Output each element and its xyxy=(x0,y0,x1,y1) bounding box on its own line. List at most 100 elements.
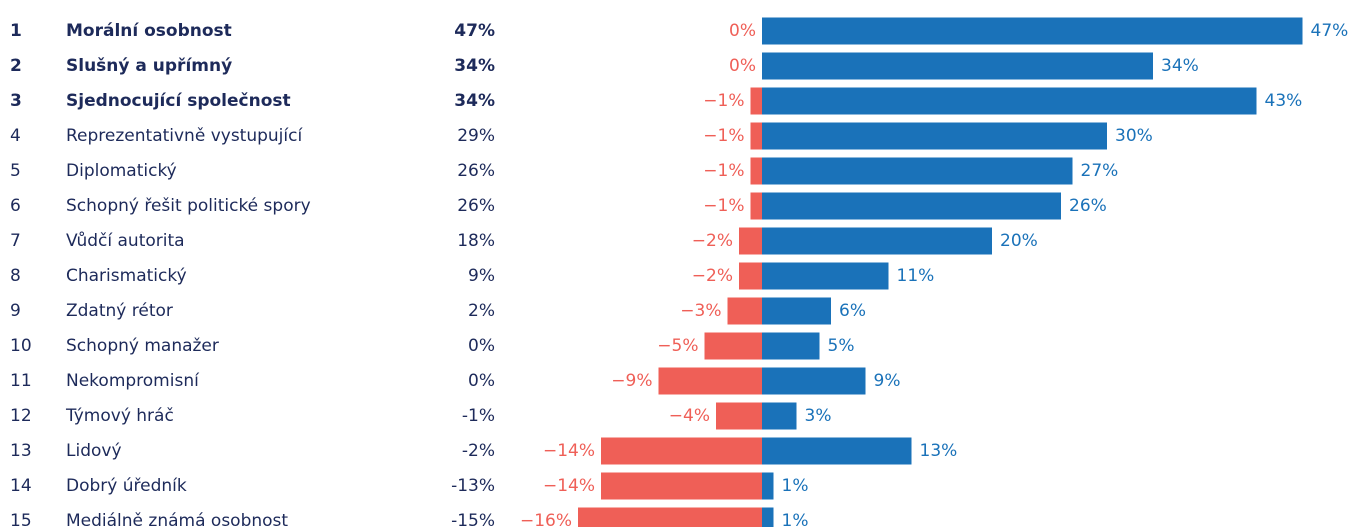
value-label: 9% xyxy=(874,371,901,391)
bar xyxy=(704,332,762,360)
bar xyxy=(762,367,866,395)
row-label: Lidový xyxy=(66,441,122,461)
rank: 2 xyxy=(10,56,22,76)
bar xyxy=(578,507,762,527)
bar xyxy=(658,367,762,395)
bar xyxy=(750,87,762,115)
net-value: 0% xyxy=(468,336,495,356)
row-label: Zdatný rétor xyxy=(66,301,173,321)
value-label: 1% xyxy=(782,511,809,527)
value-label: 43% xyxy=(1265,91,1303,111)
rank: 8 xyxy=(10,266,21,286)
value-label: −5% xyxy=(657,336,698,356)
value-label: 5% xyxy=(828,336,855,356)
row-label: Mediálně známá osobnost xyxy=(66,511,288,527)
bar xyxy=(762,52,1153,80)
net-value: -13% xyxy=(451,476,495,496)
bar xyxy=(762,157,1073,185)
net-value: 18% xyxy=(457,231,495,251)
value-label: −3% xyxy=(680,301,721,321)
rank: 7 xyxy=(10,231,21,251)
value-label: 26% xyxy=(1069,196,1107,216)
value-label: 3% xyxy=(805,406,832,426)
net-value: 34% xyxy=(454,56,495,76)
rank: 6 xyxy=(10,196,21,216)
net-value: 2% xyxy=(468,301,495,321)
row-label: Morální osobnost xyxy=(66,21,232,41)
value-label: 27% xyxy=(1081,161,1119,181)
bar xyxy=(716,402,762,430)
bar xyxy=(762,87,1257,115)
net-value: -1% xyxy=(462,406,495,426)
row-label: Dobrý úředník xyxy=(66,476,187,496)
row-label: Charismatický xyxy=(66,266,187,286)
row-label: Sjednocující společnost xyxy=(66,91,291,111)
bar xyxy=(601,472,762,500)
net-value: -15% xyxy=(451,511,495,527)
value-label: −1% xyxy=(703,91,744,111)
rank: 11 xyxy=(10,371,32,391)
value-label: −1% xyxy=(703,126,744,146)
row-label: Nekompromisní xyxy=(66,371,200,391)
rank: 12 xyxy=(10,406,32,426)
rank: 3 xyxy=(10,91,22,111)
value-label: −2% xyxy=(692,266,733,286)
value-label: −4% xyxy=(669,406,710,426)
net-value: 29% xyxy=(457,126,495,146)
net-value: 26% xyxy=(457,161,495,181)
bar xyxy=(762,437,912,465)
net-value: 47% xyxy=(454,21,495,41)
value-label: −14% xyxy=(543,441,595,461)
value-label: −9% xyxy=(611,371,652,391)
bar xyxy=(739,227,762,255)
row-label: Vůdčí autorita xyxy=(66,231,185,251)
net-value: 26% xyxy=(457,196,495,216)
value-label: 34% xyxy=(1161,56,1199,76)
bar xyxy=(601,437,762,465)
rank: 10 xyxy=(10,336,32,356)
row-label: Reprezentativně vystupující xyxy=(66,126,303,146)
value-label: 20% xyxy=(1000,231,1038,251)
rank: 13 xyxy=(10,441,32,461)
bar xyxy=(762,262,889,290)
value-label: 0% xyxy=(729,21,756,41)
rank: 4 xyxy=(10,126,21,146)
bar xyxy=(727,297,762,325)
bar xyxy=(750,192,762,220)
value-label: 0% xyxy=(729,56,756,76)
bar xyxy=(762,227,992,255)
bar xyxy=(750,157,762,185)
bar xyxy=(762,402,797,430)
value-label: 47% xyxy=(1311,21,1349,41)
net-value: -2% xyxy=(462,441,495,461)
bar xyxy=(762,297,831,325)
bar xyxy=(762,192,1061,220)
bar xyxy=(762,332,820,360)
bar xyxy=(739,262,762,290)
rank: 5 xyxy=(10,161,21,181)
rank: 14 xyxy=(10,476,32,496)
bar xyxy=(762,122,1107,150)
net-value: 34% xyxy=(454,91,495,111)
row-label: Slušný a upřímný xyxy=(66,56,232,76)
value-label: 11% xyxy=(897,266,935,286)
bar xyxy=(762,17,1303,45)
row-label: Týmový hráč xyxy=(65,406,174,426)
value-label: −14% xyxy=(543,476,595,496)
value-label: 1% xyxy=(782,476,809,496)
rank: 9 xyxy=(10,301,21,321)
value-label: −1% xyxy=(703,196,744,216)
net-value: 9% xyxy=(468,266,495,286)
value-label: −16% xyxy=(520,511,572,527)
bar xyxy=(762,472,774,500)
row-label: Schopný manažer xyxy=(66,336,219,356)
bar xyxy=(750,122,762,150)
value-label: −2% xyxy=(692,231,733,251)
bar xyxy=(762,507,774,527)
rank: 15 xyxy=(10,511,32,527)
value-label: −1% xyxy=(703,161,744,181)
rank: 1 xyxy=(10,21,22,41)
row-label: Diplomatický xyxy=(66,161,177,181)
row-label: Schopný řešit politické spory xyxy=(66,196,311,216)
